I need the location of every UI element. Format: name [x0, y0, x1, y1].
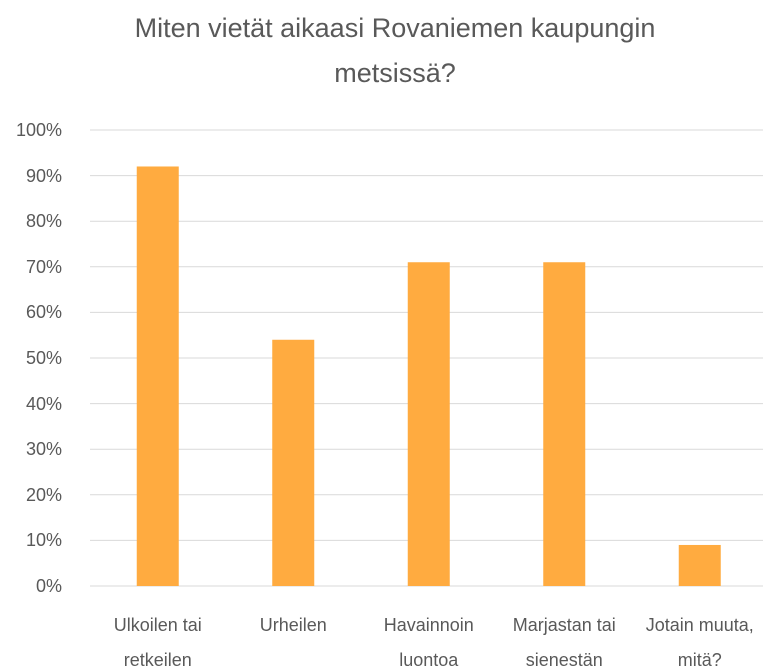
bar — [136, 166, 179, 587]
chart-title: Miten vietät aikaasi Rovaniemen kaupungi… — [134, 13, 656, 88]
bar — [407, 262, 450, 586]
y-tick-label: 20% — [25, 484, 62, 505]
y-tick-label: 80% — [25, 211, 62, 232]
bar — [272, 339, 315, 586]
bar — [543, 262, 586, 586]
x-tick-label: Havainnoin luontoa — [383, 615, 474, 670]
x-tick-label: Marjastan tai sienestän — [512, 615, 616, 670]
y-tick-label: 60% — [25, 302, 62, 323]
bar — [678, 544, 721, 586]
y-tick-label: 70% — [25, 256, 62, 277]
y-tick-label: 100% — [15, 120, 62, 140]
y-tick-label: 0% — [35, 576, 62, 596]
y-tick-label: 50% — [25, 348, 62, 368]
y-tick-label: 90% — [25, 165, 62, 186]
x-tick-label: Jotain muuta, mitä? — [645, 615, 754, 670]
x-tick-label: Urheilen — [259, 615, 327, 635]
y-tick-label: 10% — [25, 530, 62, 551]
y-tick-label: 40% — [25, 393, 62, 414]
x-tick-label: Ulkoilen tai retkeilen — [113, 615, 202, 670]
y-tick-label: 30% — [25, 439, 62, 460]
